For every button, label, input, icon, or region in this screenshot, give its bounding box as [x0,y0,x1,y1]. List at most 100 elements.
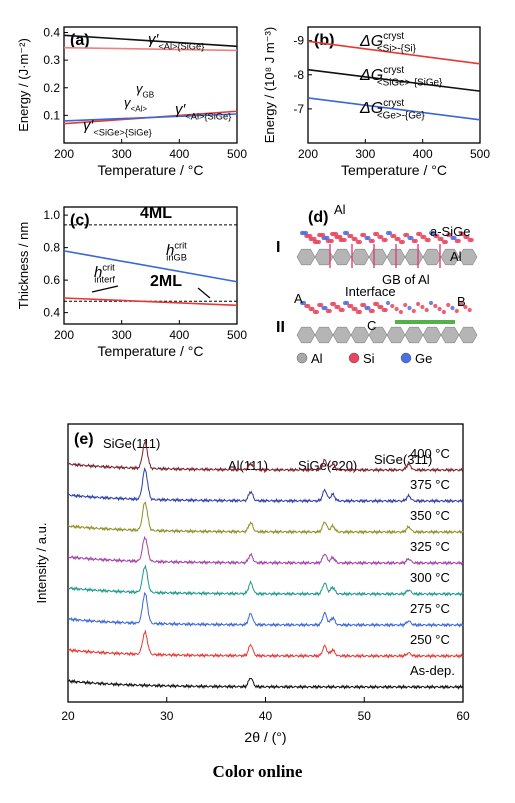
atom [323,305,328,311]
atom [413,238,418,244]
series-label: ΔGcryst <SiGe>-{SiGe} [359,65,443,89]
y-tick-label: 0.6 [43,273,60,287]
atom [424,307,429,313]
y-axis-label: Energy / (10⁸ J m⁻³) [262,27,277,143]
y-tick-label: 0.4 [43,26,60,40]
x-tick-label: 20 [61,709,75,723]
atom [411,308,416,314]
atom [396,236,401,242]
atom [452,235,457,241]
x-tick-label: 60 [456,709,470,723]
series-label: γGB [136,81,154,100]
x-tick-label: 500 [470,147,490,161]
atom [379,234,384,240]
atom [308,233,313,239]
atom [430,230,436,236]
y-tick-label: 1.0 [43,208,60,222]
series-line [63,250,238,283]
atom [387,230,393,236]
legend: Al Si Ge [296,351,432,366]
atom [342,237,347,243]
atom [450,305,455,311]
series-label: γ′<Al>{SiGe} [175,101,231,121]
series-label: 300 °C [410,570,450,585]
atom [448,232,453,238]
row-label-I: I [276,239,280,256]
x-tick-label: 50 [358,709,372,723]
atom [325,235,330,241]
x-tick-label: 300 [112,328,132,342]
reference-label: 2ML [150,273,182,290]
diagram-label: a-SiGe [430,224,470,239]
atom [439,236,444,242]
peak-label: SiGe(111) [103,436,160,451]
series-label: γ′<SiGe>{SiGe} [83,117,152,137]
atom [426,237,431,243]
atom [327,308,332,314]
atom [312,236,317,242]
xrd-trace [67,591,464,628]
series-label: 325 °C [410,539,450,554]
xrd-trace [67,467,464,505]
xrd-trace [67,440,464,473]
x-tick-label: 200 [54,328,74,342]
al-grain [332,248,352,266]
atom [420,304,425,310]
atom [407,305,412,311]
atom [428,300,434,306]
atom [316,239,321,245]
atom [390,303,395,309]
atom [461,231,466,237]
atom [409,235,414,241]
atom [403,302,408,308]
legend-swatch [296,352,308,364]
series-line [63,46,238,52]
series-line [307,40,481,65]
al-grain [296,326,316,344]
series-label: 400 °C [410,446,450,461]
atom [456,238,461,244]
caption: Color online [212,762,303,781]
diagram-label: A [294,291,303,306]
plot-frame [63,26,238,144]
al-grain [368,326,388,344]
atom [437,306,442,312]
al-grain [404,248,424,266]
al-grain [458,326,478,344]
atom [422,234,427,240]
al-grain [368,248,388,266]
atom [344,230,350,236]
panel-c: 200 300 400 500 0.4 0.6 0.8 1.0 Temperature / °C… [16,205,247,359]
series-label: 275 °C [410,601,450,616]
atom [321,232,326,238]
atom [385,300,391,306]
xrd-trace [67,501,464,535]
atom [394,306,399,312]
x-tick-label: 40 [259,709,273,723]
y-tick-label: -9 [293,34,304,48]
y-axis-label: Energy / (J·m⁻²) [16,38,31,132]
atom [443,239,448,245]
atom [400,239,405,245]
panel-label: (a) [70,32,90,49]
row-label-II: II [276,319,285,336]
atom [332,301,337,307]
atom [303,230,309,236]
atom [349,233,354,239]
atom [398,309,403,315]
interface-layer [395,320,455,324]
atom [314,309,319,315]
atom [459,301,464,307]
x-tick-label: 200 [54,147,74,161]
atom [454,308,459,314]
panel-label: (d) [308,209,328,226]
atom [336,304,341,310]
panel-label: (c) [70,212,90,229]
y-axis-label: Thickness / nm [16,222,31,309]
series-label: γ<Al> [124,95,147,114]
atom [357,309,362,315]
x-tick-label: 500 [227,147,247,161]
atom [469,237,474,243]
atom [375,301,380,307]
